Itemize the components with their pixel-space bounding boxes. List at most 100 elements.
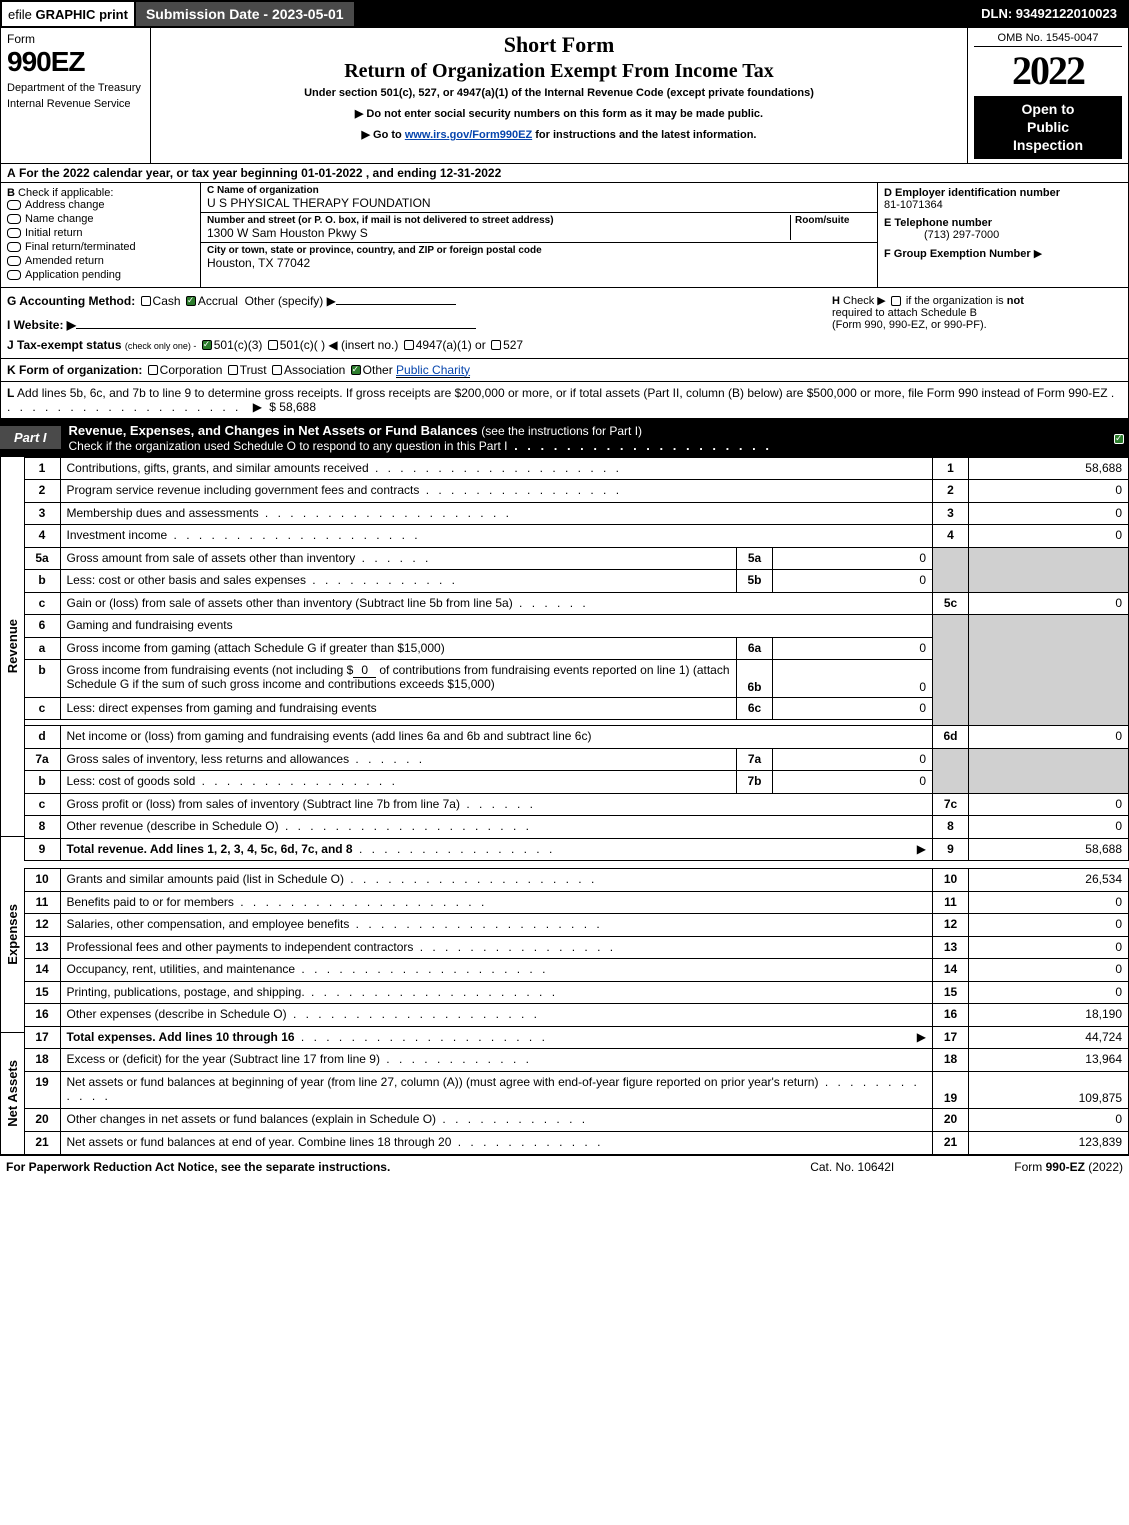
d16t: Other expenses (describe in Schedule O) [67,1007,287,1021]
d20: Other changes in net assets or fund bala… [60,1109,933,1132]
chk-501c[interactable] [268,340,278,350]
d5bt: Less: cost or other basis and sales expe… [67,573,306,587]
n6: 6 [24,615,60,638]
e-tel-val: (713) 297-7000 [884,229,999,241]
v8: 0 [969,816,1129,839]
d11dots [234,895,487,909]
v4: 0 [969,525,1129,548]
chk-address-change[interactable] [7,200,21,210]
h-text2: if the organization is [906,295,1004,307]
other-org-val[interactable]: Public Charity [396,363,470,378]
open2: Public [1027,119,1069,135]
row-a: A For the 2022 calendar year, or tax yea… [0,164,1129,183]
chk-assoc[interactable] [272,365,282,375]
v21: 123,839 [969,1132,1129,1155]
d19t: Net assets or fund balances at beginning… [67,1075,819,1089]
tax-year: 2022 [974,47,1122,94]
n13: 13 [24,936,60,959]
d21dots [451,1135,603,1149]
iv6c: 0 [773,697,933,720]
d6a: Gross income from gaming (attach Schedul… [60,637,737,660]
d10: Grants and similar amounts paid (list in… [60,869,933,892]
d13dots [413,940,616,954]
d6b-pre: Gross income from fundraising events (no… [67,663,354,677]
chk-other-org[interactable] [351,365,361,375]
part-i-tab: Part I [0,426,61,449]
b2: 2 [933,480,969,503]
n14: 14 [24,959,60,982]
n10: 10 [24,869,60,892]
row-7c: c Gross profit or (loss) from sales of i… [24,793,1129,816]
info-grid: B Check if applicable: Address change Na… [0,183,1129,288]
d15dots [305,985,558,999]
n20: 20 [24,1109,60,1132]
d16: Other expenses (describe in Schedule O) [60,1004,933,1027]
iv6a: 0 [773,637,933,660]
shade-6 [933,615,969,726]
d14dots [295,962,548,976]
d17: Total expenses. Add lines 10 through 16 … [60,1026,933,1049]
footer-left: For Paperwork Reduction Act Notice, see … [6,1160,810,1174]
open1: Open to [1022,101,1075,117]
b-title: Check if applicable: [18,187,113,199]
n17: 17 [24,1026,60,1049]
d2t: Program service revenue including govern… [67,483,420,497]
row-21: 21 Net assets or fund balances at end of… [24,1132,1129,1155]
row-6d: d Net income or (loss) from gaming and f… [24,726,1129,749]
b6d: 6d [933,726,969,749]
irs-link[interactable]: www.irs.gov/Form990EZ [405,129,532,141]
open-public: Open to Public Inspection [974,96,1122,159]
lbl-527: 527 [503,338,523,352]
v9: 58,688 [969,838,1129,861]
chk-cash[interactable] [141,296,151,306]
omb-number: OMB No. 1545-0047 [974,32,1122,47]
chk-h[interactable] [891,296,901,306]
n18: 18 [24,1049,60,1072]
c-name-lbl: C Name of organization [207,185,871,196]
c-room-lbl: Room/suite [795,215,871,226]
d1t: Contributions, gifts, grants, and simila… [67,461,369,475]
chk-amended-return[interactable] [7,256,21,266]
lbl-corp: Corporation [160,363,223,377]
b9: 9 [933,838,969,861]
d2: Program service revenue including govern… [60,480,933,503]
line-k: K Form of organization: Corporation Trus… [0,359,1129,382]
chk-527[interactable] [491,340,501,350]
footer-right-pre: Form [1014,1160,1045,1174]
print-label[interactable]: print [99,7,128,22]
form-label: Form [7,32,144,46]
row-15: 15 Printing, publications, postage, and … [24,981,1129,1004]
lbl-final-return: Final return/terminated [25,241,136,253]
chk-corp[interactable] [148,365,158,375]
shade-7 [933,748,969,793]
chk-application-pending[interactable] [7,270,21,280]
a-label: A [7,166,16,180]
chk-trust[interactable] [228,365,238,375]
b18: 18 [933,1049,969,1072]
lbl-name-change: Name change [25,213,94,225]
b8: 8 [933,816,969,839]
d4t: Investment income [67,528,168,542]
graphic-label: GRAPHIC [35,7,95,22]
v12: 0 [969,914,1129,937]
chk-accrual[interactable] [186,296,196,306]
side-expenses: Expenses [0,837,24,1033]
row-11: 11 Benefits paid to or for members 11 0 [24,891,1129,914]
d8t: Other revenue (describe in Schedule O) [67,819,279,833]
v7c: 0 [969,793,1129,816]
row-2: 2 Program service revenue including gove… [24,480,1129,503]
chk-name-change[interactable] [7,214,21,224]
d6c: Less: direct expenses from gaming and fu… [60,697,737,720]
chk-final-return[interactable] [7,242,21,252]
section-d: D Employer identification number81-10713… [878,183,1128,287]
d18dots [380,1052,532,1066]
chk-501c3[interactable] [202,340,212,350]
d20dots [436,1112,588,1126]
d21t: Net assets or fund balances at end of ye… [67,1135,452,1149]
v19: 109,875 [969,1071,1129,1109]
chk-4947[interactable] [404,340,414,350]
chk-initial-return[interactable] [7,228,21,238]
chk-schedule-o[interactable] [1114,434,1124,444]
spacer-exp [24,861,1129,869]
d11t: Benefits paid to or for members [67,895,234,909]
